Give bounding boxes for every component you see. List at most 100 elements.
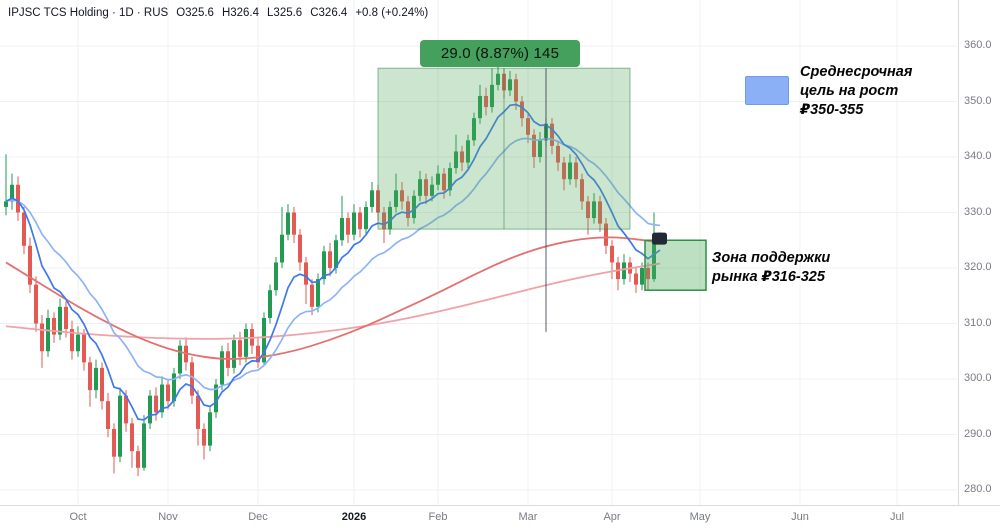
price-axis-label: 320.0 [964,261,992,273]
candle [574,157,578,188]
price-axis-label: 330.0 [964,205,992,218]
candle [646,262,650,291]
candle [346,212,350,244]
ohlc-high: H326.4 [221,7,260,19]
candle [322,245,326,285]
price-axis-label: 340.0 [964,150,992,162]
candle [484,87,488,116]
candle [412,190,416,224]
price-axis[interactable]: 360.0 350.0 340.0 330.0 320.0 310.0 300.0 290.0… [958,0,1000,505]
candle [214,379,218,418]
candle [232,334,236,374]
support-annotation-line: Зона поддержки [712,250,831,266]
candle [430,176,434,202]
support-annotation[interactable]: Зона поддержки рынка ₽316-325 [712,249,830,287]
candle [394,173,398,213]
candle [466,134,470,169]
candle [196,390,200,446]
candle [202,423,206,460]
candle [586,195,590,235]
candle [130,417,134,468]
target-annotation[interactable]: Среднесрочная цель на рост ₽350-355 [800,63,912,120]
time-axis-label: Feb [428,511,448,523]
candle [148,390,152,429]
candle [190,356,194,404]
candle [268,284,272,324]
candle [418,170,422,202]
candle [328,243,332,277]
time-axis-label: Oct [69,511,87,523]
time-axis-label: Jul [889,511,905,523]
candle [166,379,170,410]
price-axis-label: 350.0 [964,94,992,107]
candle [478,84,482,124]
candle [52,312,56,343]
ma-red-slow-line [5,262,661,340]
ohlc-close: C326.4 [310,7,348,19]
candle [292,206,296,244]
measure-label-badge[interactable]: 29.0 (8.87%) 145 [420,40,580,67]
candle [34,276,38,332]
candle [82,329,86,371]
candle [556,140,560,171]
candle [298,229,302,271]
time-axis-label: Apr [603,511,621,523]
candle [436,165,440,191]
candle [370,181,374,213]
candle [238,331,242,366]
candle [460,145,464,171]
candle [4,154,8,216]
candle [316,273,320,313]
candle [364,201,368,235]
time-axis[interactable]: Oct Nov Dec 2026 Feb Mar Apr May Jun Jul [0,505,1000,529]
candle [244,323,248,363]
candle [598,195,602,232]
candle [538,132,542,163]
candle [280,206,284,268]
candle [610,240,614,280]
gridlines [0,0,957,505]
symbol-title: IPJSC TCS Holding · 1D · RUS [8,7,169,19]
candle [136,445,140,477]
ema-fast-line [5,103,661,421]
support-annotation-line: рынка ₽316-325 [712,269,825,285]
price-axis-label: 310.0 [964,316,992,329]
candle [340,195,344,246]
candle [286,204,290,241]
price-change: +0.8 (+0.24%) [355,7,429,19]
candle [448,162,452,196]
candle [616,256,620,291]
candle [142,415,146,471]
candle [562,157,566,191]
ema-slow-line [5,137,661,391]
time-axis-label: Mar [518,511,538,523]
last-bar-flag[interactable] [652,232,667,245]
candle [472,112,476,146]
target-annotation-line: Среднесрочная [800,64,913,80]
target-annotation-line: цель на рост [800,83,899,99]
support-zone-box[interactable] [644,239,707,291]
candle [118,387,122,463]
candle [580,173,584,210]
time-axis-label: May [689,511,711,523]
candle [304,256,308,305]
candle [100,362,104,410]
candle [88,356,92,407]
candle [154,387,158,421]
candle [490,68,494,113]
candle [22,206,26,255]
candle [256,337,260,368]
candle [352,204,356,241]
candle [58,298,62,341]
candle [178,340,182,379]
target-zone-swatch[interactable] [745,76,789,105]
candle [310,279,314,316]
candle [520,95,524,127]
candle [400,181,404,210]
candle [274,256,278,296]
symbol-legend[interactable]: IPJSC TCS Holding · 1D · RUS O325.6 H326… [8,7,428,19]
price-axis-label: 360.0 [964,39,992,51]
price-axis-label: 280.0 [964,483,992,495]
